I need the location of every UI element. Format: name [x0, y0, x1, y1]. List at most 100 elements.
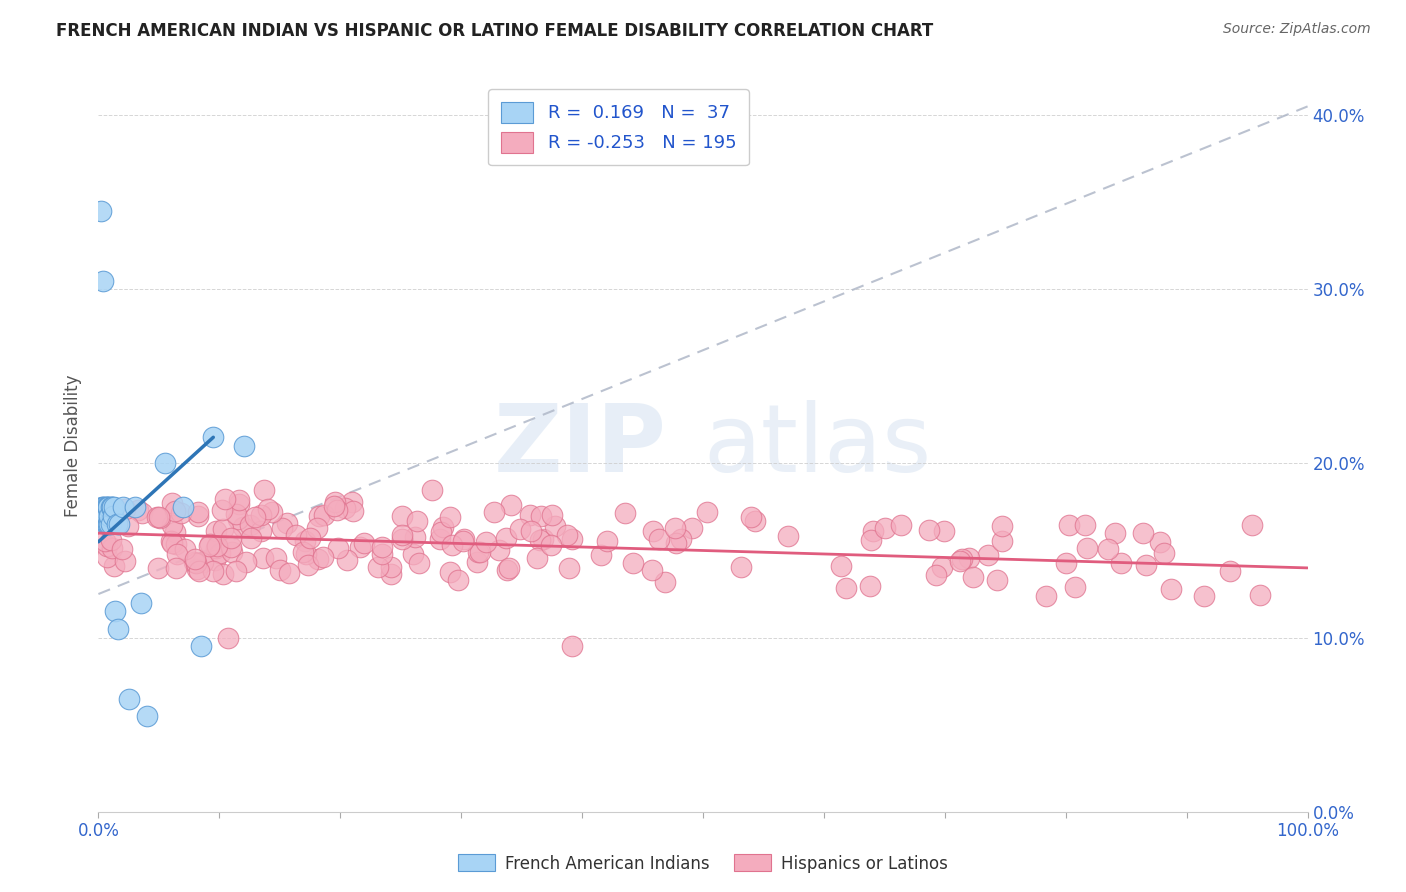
Point [484, 505, 506, 519]
Point [558, 560, 581, 574]
Point [654, 574, 676, 589]
Point [228, 493, 250, 508]
Point [541, 508, 564, 523]
Point [501, 499, 523, 513]
Point [240, 531, 263, 545]
Text: atlas: atlas [703, 400, 931, 492]
Point [488, 542, 510, 557]
Point [91, 500, 114, 514]
Point [932, 524, 955, 538]
Point [1153, 546, 1175, 560]
Point [100, 533, 122, 548]
Point [262, 505, 284, 519]
Point [380, 567, 402, 582]
Point [495, 531, 517, 545]
Point [107, 622, 129, 636]
Point [114, 501, 136, 516]
Point [391, 528, 413, 542]
Point [135, 709, 157, 723]
Text: ZIP: ZIP [494, 400, 666, 492]
Point [349, 540, 371, 554]
Point [250, 508, 273, 522]
Point [475, 534, 498, 549]
Point [239, 518, 262, 533]
Point [166, 547, 188, 561]
Point [432, 519, 454, 533]
Point [298, 531, 321, 545]
Point [420, 483, 443, 497]
Point [108, 517, 131, 532]
Point [294, 534, 316, 549]
Point [162, 496, 184, 510]
Point [165, 561, 187, 575]
Point [96, 517, 118, 532]
Point [1160, 582, 1182, 596]
Point [190, 640, 212, 654]
Point [402, 547, 425, 561]
Point [1104, 525, 1126, 540]
Point [183, 555, 205, 569]
Point [391, 533, 413, 547]
Point [1076, 541, 1098, 555]
Point [124, 500, 146, 514]
Point [336, 553, 359, 567]
Point [1054, 556, 1077, 570]
Point [221, 545, 243, 559]
Point [561, 532, 583, 546]
Point [468, 544, 491, 558]
Point [100, 517, 122, 532]
Point [439, 565, 461, 579]
Point [228, 497, 250, 511]
Point [367, 559, 389, 574]
Point [211, 503, 233, 517]
Point [925, 568, 948, 582]
Point [1135, 558, 1157, 573]
Point [153, 457, 176, 471]
Point [201, 564, 224, 578]
Point [696, 504, 718, 518]
Point [335, 500, 357, 515]
Point [217, 631, 239, 645]
Point [613, 506, 636, 520]
Point [269, 563, 291, 577]
Point [1064, 580, 1087, 594]
Point [165, 524, 187, 539]
Point [439, 510, 461, 524]
Point [1192, 589, 1215, 603]
Point [311, 550, 333, 565]
Point [91, 274, 114, 288]
Point [270, 521, 292, 535]
Point [561, 640, 583, 654]
Point [555, 528, 578, 542]
Point [98, 517, 121, 532]
Point [648, 532, 671, 546]
Point [232, 520, 254, 534]
Point [197, 539, 219, 553]
Point [1097, 541, 1119, 556]
Point [205, 541, 228, 555]
Point [447, 574, 470, 588]
Point [235, 555, 257, 569]
Point [103, 558, 125, 573]
Point [544, 519, 567, 533]
Point [276, 516, 298, 530]
Legend: French American Indians, Hispanics or Latinos: French American Indians, Hispanics or La… [451, 847, 955, 880]
Point [97, 500, 120, 514]
Point [977, 549, 1000, 563]
Point [744, 514, 766, 528]
Point [1059, 518, 1081, 533]
Point [225, 565, 247, 579]
Point [509, 522, 531, 536]
Point [211, 566, 233, 581]
Legend: R =  0.169   N =  37, R = -0.253   N = 195: R = 0.169 N = 37, R = -0.253 N = 195 [488, 89, 749, 165]
Point [342, 504, 364, 518]
Point [990, 534, 1012, 549]
Point [94, 508, 117, 523]
Point [129, 596, 152, 610]
Point [127, 502, 149, 516]
Point [94, 534, 117, 549]
Point [226, 512, 249, 526]
Point [326, 541, 349, 555]
Point [918, 523, 941, 537]
Point [100, 500, 122, 514]
